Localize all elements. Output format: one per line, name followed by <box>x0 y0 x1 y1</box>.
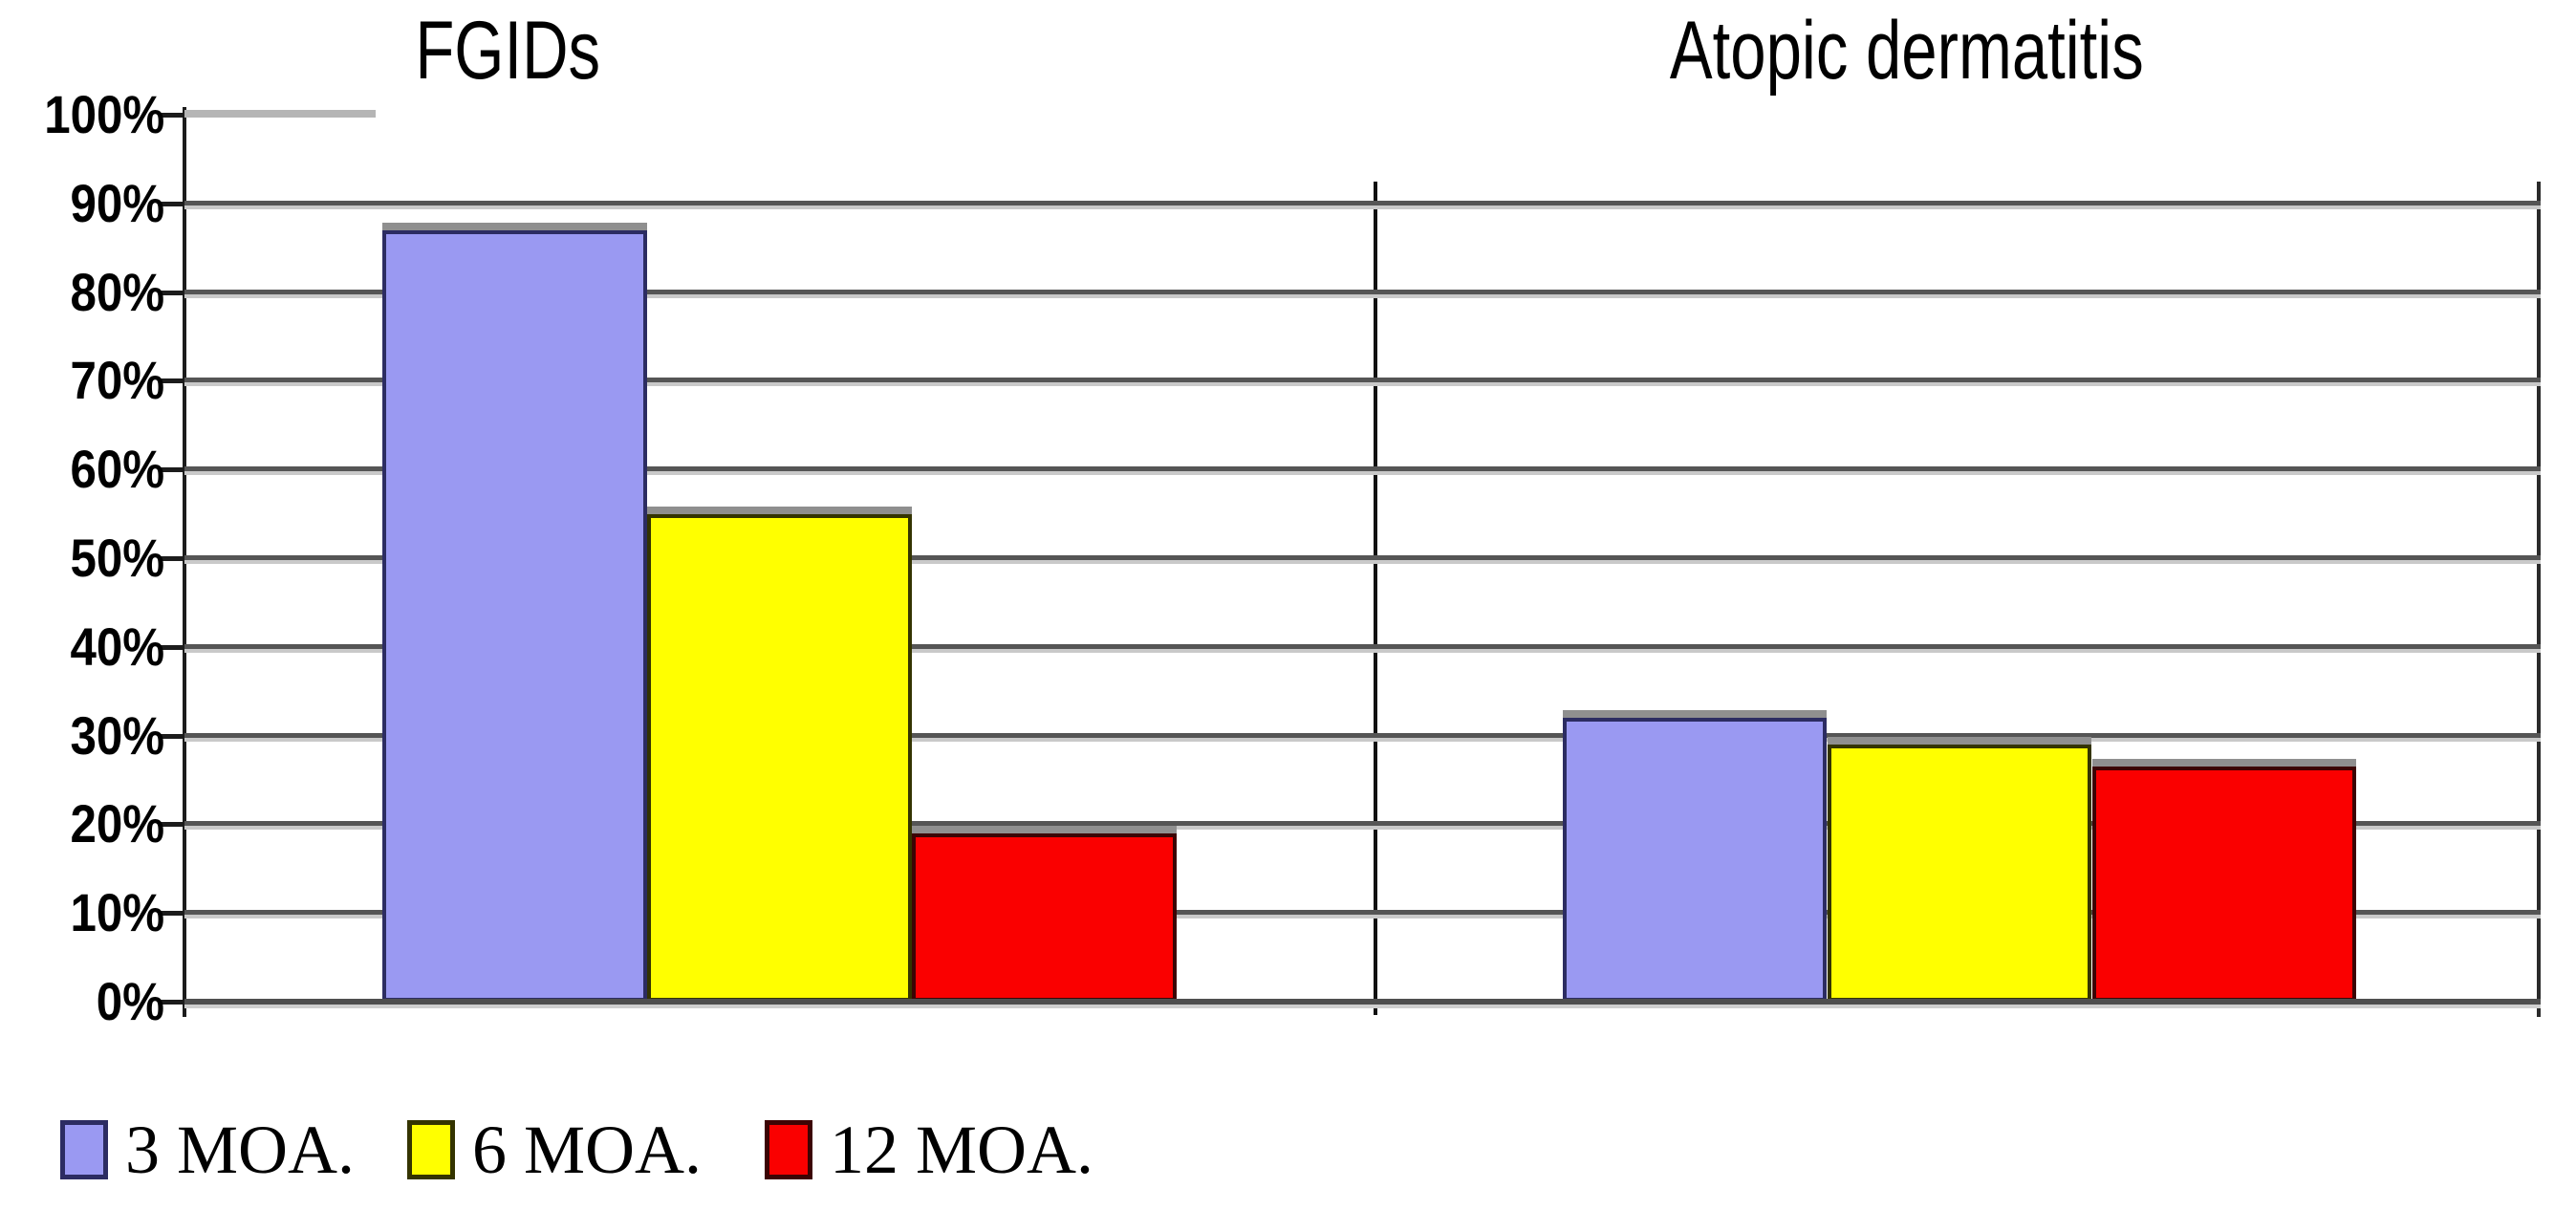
y-axis-label-70: 70% <box>0 350 164 411</box>
bar-atopic-dermatitis-12-moa <box>2092 767 2356 1002</box>
y-axis-tick-50 <box>159 556 184 561</box>
legend-item-3-moa: 3 MOA. <box>60 1112 356 1188</box>
legend-label-3-moa: 3 MOA. <box>125 1112 356 1188</box>
legend-swatch-3-moa-icon <box>60 1120 108 1179</box>
bar-fgids-3-moa <box>382 229 647 1002</box>
gridline-90 <box>184 200 2541 205</box>
bar-atopic-dermatitis-6-moa <box>1828 744 2091 1002</box>
gridline-20 <box>184 821 2541 827</box>
y-axis-label-20: 20% <box>0 793 164 854</box>
y-axis-label-text: 30% <box>70 704 164 766</box>
y-axis-label-30: 30% <box>0 705 164 767</box>
y-axis-label-text: 80% <box>70 261 164 322</box>
gridline-partial-100 <box>184 110 376 118</box>
y-axis-label-text: 100% <box>43 84 164 144</box>
y-axis-label-text: 60% <box>70 439 164 500</box>
y-axis-label-90: 90% <box>0 173 164 234</box>
panel-title-fgids-text: FGIDs <box>415 5 600 97</box>
y-axis-tick-60 <box>159 467 184 473</box>
y-axis-tick-30 <box>159 733 184 739</box>
y-axis-tick-70 <box>159 378 184 384</box>
legend-swatch-12-moa-icon <box>765 1120 812 1179</box>
legend-item-6-moa: 6 MOA. <box>407 1112 703 1188</box>
bar-atopic-dermatitis-3-moa <box>1563 718 1827 1002</box>
y-axis-label-0: 0% <box>0 971 164 1032</box>
bar-fgids-6-moa <box>647 513 912 1002</box>
y-axis-tick-10 <box>159 911 184 917</box>
panel-title-atopic-dermatitis: Atopic dermatitis <box>1572 6 2241 97</box>
y-axis-label-50: 50% <box>0 528 164 589</box>
y-axis-label-100: 100% <box>0 84 164 145</box>
y-axis-label-text: 10% <box>70 882 164 943</box>
legend-label-12-moa: 12 MOA. <box>830 1112 1094 1188</box>
panel-title-fgids: FGIDs <box>269 6 747 97</box>
y-axis-label-text: 90% <box>70 172 164 233</box>
y-axis-label-80: 80% <box>0 262 164 323</box>
y-axis-label-text: 50% <box>70 528 164 588</box>
gridline-60 <box>184 466 2541 472</box>
gridline-80 <box>184 289 2541 294</box>
y-axis-tick-20 <box>159 822 184 828</box>
panel-title-atopic-dermatitis-text: Atopic dermatitis <box>1670 5 2144 97</box>
gridline-50 <box>184 555 2541 560</box>
y-axis-tick-80 <box>159 290 184 295</box>
y-axis-tick-100 <box>159 113 184 118</box>
y-axis-label-60: 60% <box>0 439 164 500</box>
bar-fgids-12-moa <box>912 832 1177 1002</box>
y-axis-label-text: 40% <box>70 616 164 677</box>
plot-right-border <box>2537 182 2541 1017</box>
y-axis-label-text: 0% <box>96 971 164 1031</box>
y-axis-line <box>183 107 186 1017</box>
panel-divider-line <box>1374 182 1377 1015</box>
y-axis-tick-40 <box>159 644 184 650</box>
y-axis-tick-90 <box>159 201 184 206</box>
y-axis-label-10: 10% <box>0 882 164 943</box>
y-axis-label-text: 70% <box>70 350 164 411</box>
gridline-30 <box>184 732 2541 738</box>
y-axis-label-40: 40% <box>0 616 164 678</box>
y-axis-tick-0 <box>159 1000 184 1005</box>
gridline-40 <box>184 643 2541 649</box>
legend-item-12-moa: 12 MOA. <box>765 1112 1094 1188</box>
legend-label-6-moa: 6 MOA. <box>472 1112 703 1188</box>
y-axis-label-text: 20% <box>70 793 164 854</box>
x-axis-baseline <box>184 999 2541 1005</box>
legend-swatch-6-moa-icon <box>407 1120 455 1179</box>
gridline-70 <box>184 378 2541 383</box>
gridline-10 <box>184 910 2541 916</box>
